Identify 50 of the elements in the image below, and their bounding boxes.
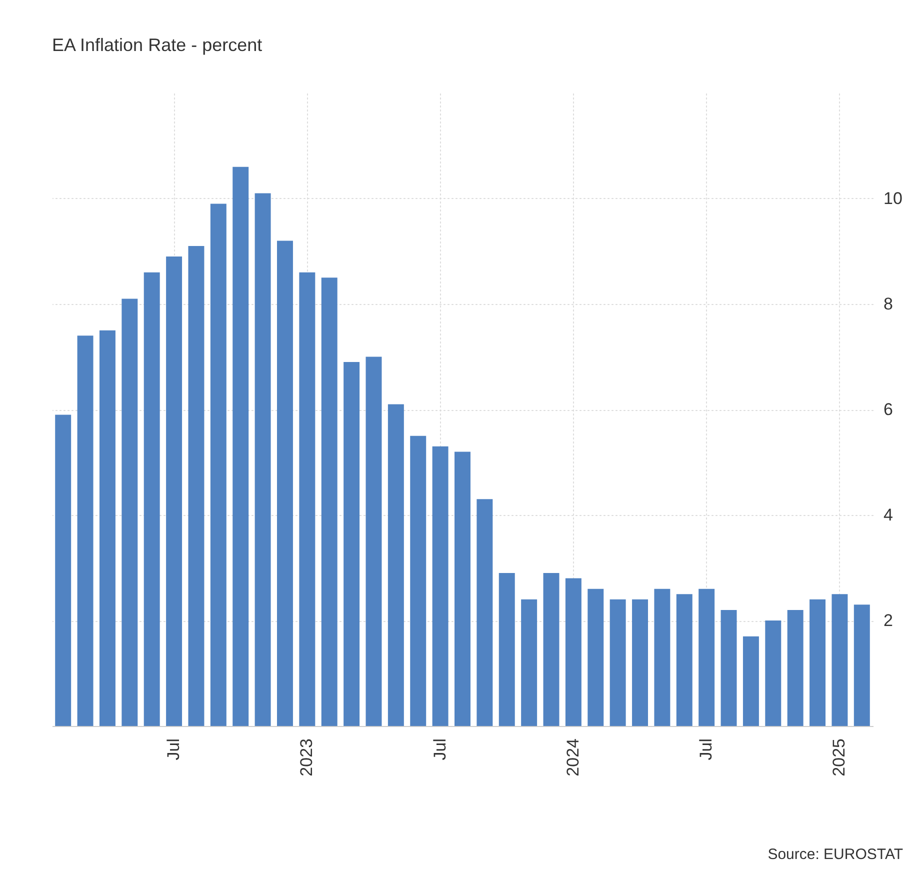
y-tick-label: 8 (884, 294, 893, 314)
x-tick-label: Jul (430, 738, 450, 760)
bar (55, 414, 72, 726)
bar (498, 573, 515, 726)
bar (810, 599, 826, 726)
bar (565, 578, 582, 726)
bar (410, 436, 426, 726)
chart-title: EA Inflation Rate - percent (52, 35, 262, 55)
bar (698, 588, 715, 726)
bar (521, 599, 538, 726)
bar (676, 594, 692, 726)
x-tick-label: Jul (696, 738, 716, 760)
bar (166, 256, 182, 726)
x-tick-label: 2023 (297, 738, 316, 776)
bar (344, 362, 360, 726)
bar (632, 599, 648, 726)
bar (720, 610, 737, 726)
bar (432, 446, 448, 726)
bar (232, 166, 249, 726)
bar (854, 604, 870, 726)
bar (321, 278, 338, 726)
bar (210, 204, 226, 726)
bar (654, 588, 670, 726)
bar (543, 573, 560, 726)
bar (366, 356, 382, 726)
bar (610, 599, 626, 726)
y-tick-label: 10 (884, 189, 902, 208)
bar (787, 610, 804, 726)
bar (277, 240, 293, 726)
bar (454, 452, 470, 726)
bar (122, 298, 138, 726)
y-tick-label: 4 (884, 506, 893, 524)
x-tick-label: Jul (164, 738, 184, 760)
bar (476, 499, 493, 726)
bar (588, 588, 604, 726)
bar (254, 193, 271, 726)
bar (99, 330, 116, 726)
bar (188, 246, 204, 726)
x-tick-label: 2025 (830, 738, 849, 776)
bar (742, 636, 759, 726)
bar (77, 336, 94, 726)
bar (144, 272, 160, 726)
bar (388, 404, 404, 726)
source-note: Source: EUROSTAT (768, 846, 903, 863)
x-tick-label: 2024 (563, 738, 582, 776)
bar (299, 272, 316, 726)
y-tick-label: 6 (884, 400, 893, 419)
bar (832, 594, 848, 726)
y-tick-label: 2 (884, 611, 893, 630)
bar (765, 620, 782, 726)
